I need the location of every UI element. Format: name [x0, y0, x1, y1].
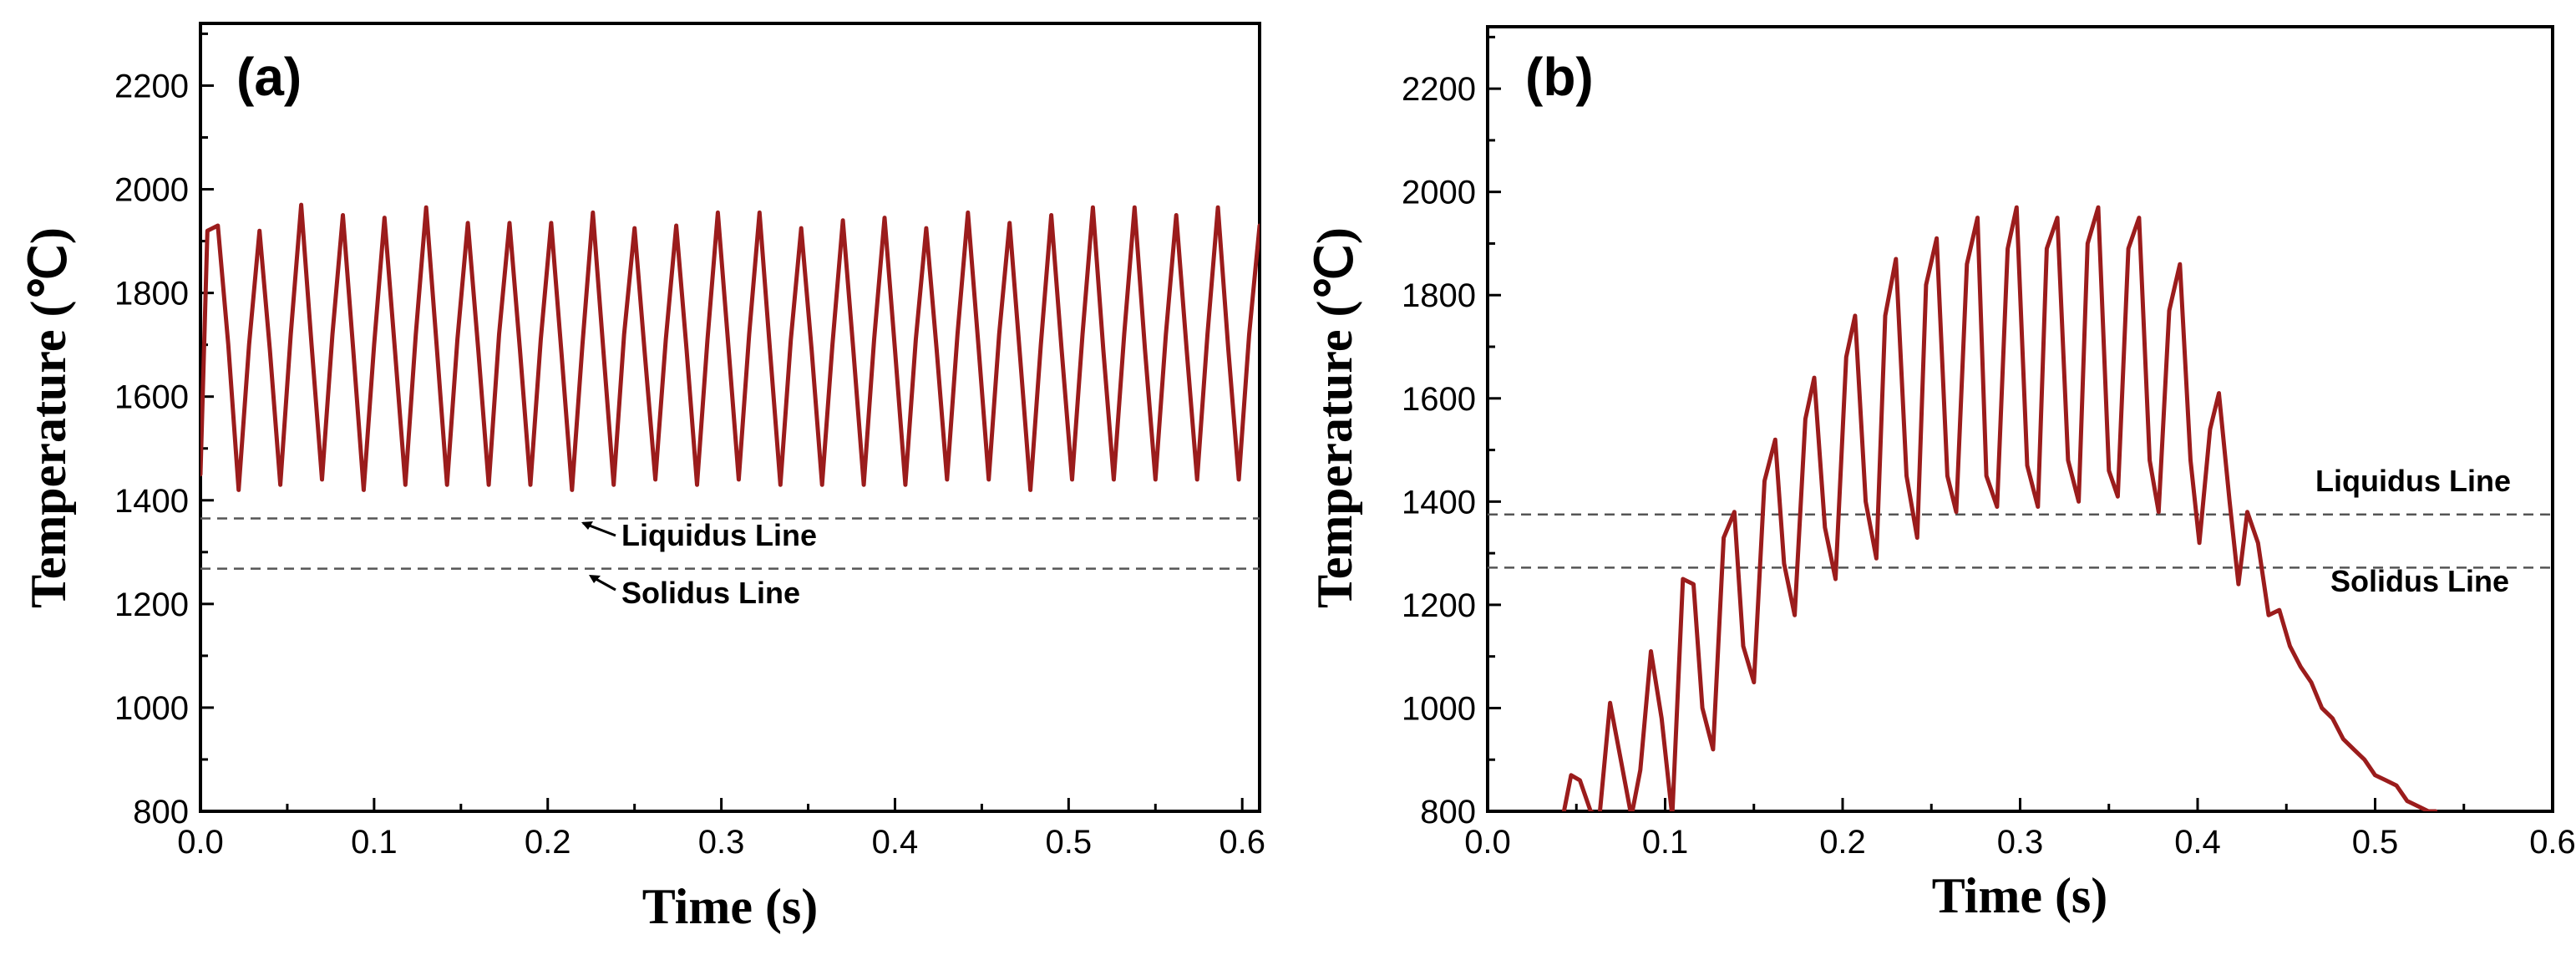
y-axis-title-b: Temperature (℃)	[1307, 227, 1362, 608]
x-tick-label: 0.5	[2352, 824, 2399, 861]
x-axis-title-b: Time (s)	[1932, 868, 2108, 923]
x-tick-label: 0.6	[2529, 824, 2576, 861]
chart-panel-a: 0.0 0.1 0.2 0.3 0.4 0.5 0.6 800 1000 1200 1400 1600…	[21, 22, 1265, 934]
y-tick-label: 2200	[114, 68, 189, 104]
y-tick-label: 1000	[1402, 690, 1476, 727]
panel-label-b: (b)	[1525, 47, 1594, 107]
y-tick-label: 2000	[1402, 175, 1476, 211]
x-tick-label: 0.1	[351, 824, 398, 861]
y-tick-label: 1800	[1402, 277, 1476, 314]
y-tick-label: 800	[133, 794, 189, 831]
x-axis-title-a: Time (s)	[642, 879, 819, 934]
x-tick-label: 0.3	[1997, 824, 2044, 861]
y-tick-label: 800	[1420, 794, 1476, 831]
reference-lines-a	[200, 517, 1260, 570]
y-tick-label: 1200	[1402, 587, 1476, 624]
y-tick-label: 1600	[114, 379, 189, 416]
x-tick-label: 0.0	[177, 824, 224, 861]
liquidus-label-a: Liquidus Line	[621, 518, 817, 552]
series-line-temperature	[1561, 205, 2438, 811]
y-tick-label: 1000	[114, 690, 189, 727]
x-tick-label: 0.2	[525, 824, 571, 861]
solidus-label-a: Solidus Line	[621, 576, 800, 610]
y-tick-label: 1600	[1402, 381, 1476, 418]
series-b	[1561, 205, 2438, 811]
solidus-arrowhead-a	[589, 575, 601, 583]
liquidus-label-b: Liquidus Line	[2315, 464, 2511, 498]
x-tick-label: 0.1	[1642, 824, 1689, 861]
liquidus-annotation-a: Liquidus Line	[581, 518, 817, 552]
y-tick-label: 1200	[114, 587, 189, 623]
panel-label-a: (a)	[236, 47, 302, 107]
x-tick-label: 0.2	[1819, 824, 1866, 861]
x-tick-label: 0.6	[1219, 824, 1265, 861]
solidus-label-b: Solidus Line	[2330, 564, 2509, 598]
x-tick-label: 0.0	[1464, 824, 1511, 861]
chart-panel-b: 0.0 0.1 0.2 0.3 0.4 0.5 0.6 800 1000 1200 1400 1600…	[1307, 25, 2576, 923]
x-tick-label: 0.5	[1046, 824, 1093, 861]
x-tick-label: 0.4	[872, 824, 919, 861]
x-tick-label: 0.3	[698, 824, 745, 861]
solidus-annotation-a: Solidus Line	[589, 575, 800, 610]
y-tick-label: 1800	[114, 276, 189, 312]
ticks-b: 0.0 0.1 0.2 0.3 0.4 0.5 0.6 800 1000 1200 1400 1600…	[1402, 35, 2576, 861]
ticks-a: 0.0 0.1 0.2 0.3 0.4 0.5 0.6 800 1000 1200 1400 1600…	[114, 32, 1265, 861]
liquidus-arrowhead-a	[581, 521, 593, 530]
y-tick-label: 2000	[114, 172, 189, 209]
series-a	[200, 202, 1260, 492]
y-tick-label: 1400	[114, 483, 189, 520]
x-tick-label: 0.4	[2174, 824, 2221, 861]
y-tick-label: 2200	[1402, 71, 1476, 108]
y-tick-label: 1400	[1402, 484, 1476, 521]
reference-lines-b	[1488, 513, 2553, 569]
series-line-temperature	[200, 202, 1260, 492]
y-axis-title-a: Temperature (℃)	[21, 227, 76, 608]
